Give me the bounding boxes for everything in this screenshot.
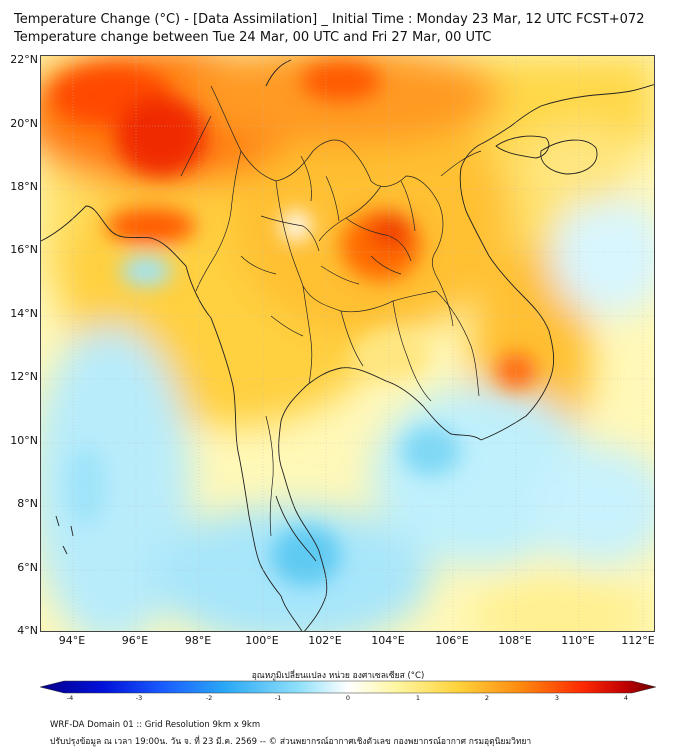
lat-label: 4°N — [17, 624, 38, 637]
chart-subtitle: Temperature change between Tue 24 Mar, 0… — [14, 30, 492, 45]
borders — [180, 85, 482, 537]
lon-label: 106°E — [435, 634, 469, 647]
colorbar-tick: -4 — [66, 694, 74, 702]
footer-model-info: WRF-DA Domain 01 :: Grid Resolution 9km … — [50, 720, 261, 730]
lon-label: 96°E — [121, 634, 149, 647]
lon-label: 102°E — [308, 634, 342, 647]
colorbar-tick: 1 — [415, 694, 421, 702]
colorbar-title: อุณหภูมิเปลี่ยนแปลง หน่วย องศาเซลเซียส (… — [251, 671, 425, 681]
temperature-change-map — [41, 56, 654, 631]
colorbar-tick: -3 — [135, 694, 143, 702]
lon-label: 104°E — [371, 634, 405, 647]
lon-label: 108°E — [498, 634, 532, 647]
colorbar-tick: -1 — [274, 694, 282, 702]
colorbar-scale — [40, 680, 656, 694]
colorbar — [40, 680, 656, 694]
field-extremes — [51, 61, 536, 586]
lat-label: 12°N — [10, 370, 38, 383]
lon-label: 110°E — [561, 634, 595, 647]
colorbar-tick: 2 — [484, 694, 490, 702]
lat-label: 18°N — [10, 180, 38, 193]
graticule — [41, 56, 654, 631]
colorbar-tick: 3 — [554, 694, 560, 702]
coastlines — [41, 59, 654, 631]
lat-label: 20°N — [10, 117, 38, 130]
lon-label: 100°E — [245, 634, 279, 647]
colorbar-tick: -2 — [205, 694, 213, 702]
lat-label: 16°N — [10, 243, 38, 256]
lat-label: 8°N — [17, 497, 38, 510]
lon-label: 98°E — [184, 634, 212, 647]
chart-title: Temperature Change (°C) - [Data Assimila… — [14, 12, 645, 27]
colorbar-tick: 4 — [623, 694, 629, 702]
lat-label: 22°N — [10, 53, 38, 66]
lon-label: 94°E — [58, 634, 86, 647]
lon-label: 112°E — [621, 634, 655, 647]
map-panel — [40, 55, 655, 632]
colorbar-tick: 0 — [345, 694, 351, 702]
lat-label: 14°N — [10, 307, 38, 320]
footer-credit: ปรับปรุงข้อมูล ณ เวลา 19:00น. วัน จ. ที่… — [50, 737, 532, 747]
lat-label: 10°N — [10, 434, 38, 447]
lat-label: 6°N — [17, 561, 38, 574]
